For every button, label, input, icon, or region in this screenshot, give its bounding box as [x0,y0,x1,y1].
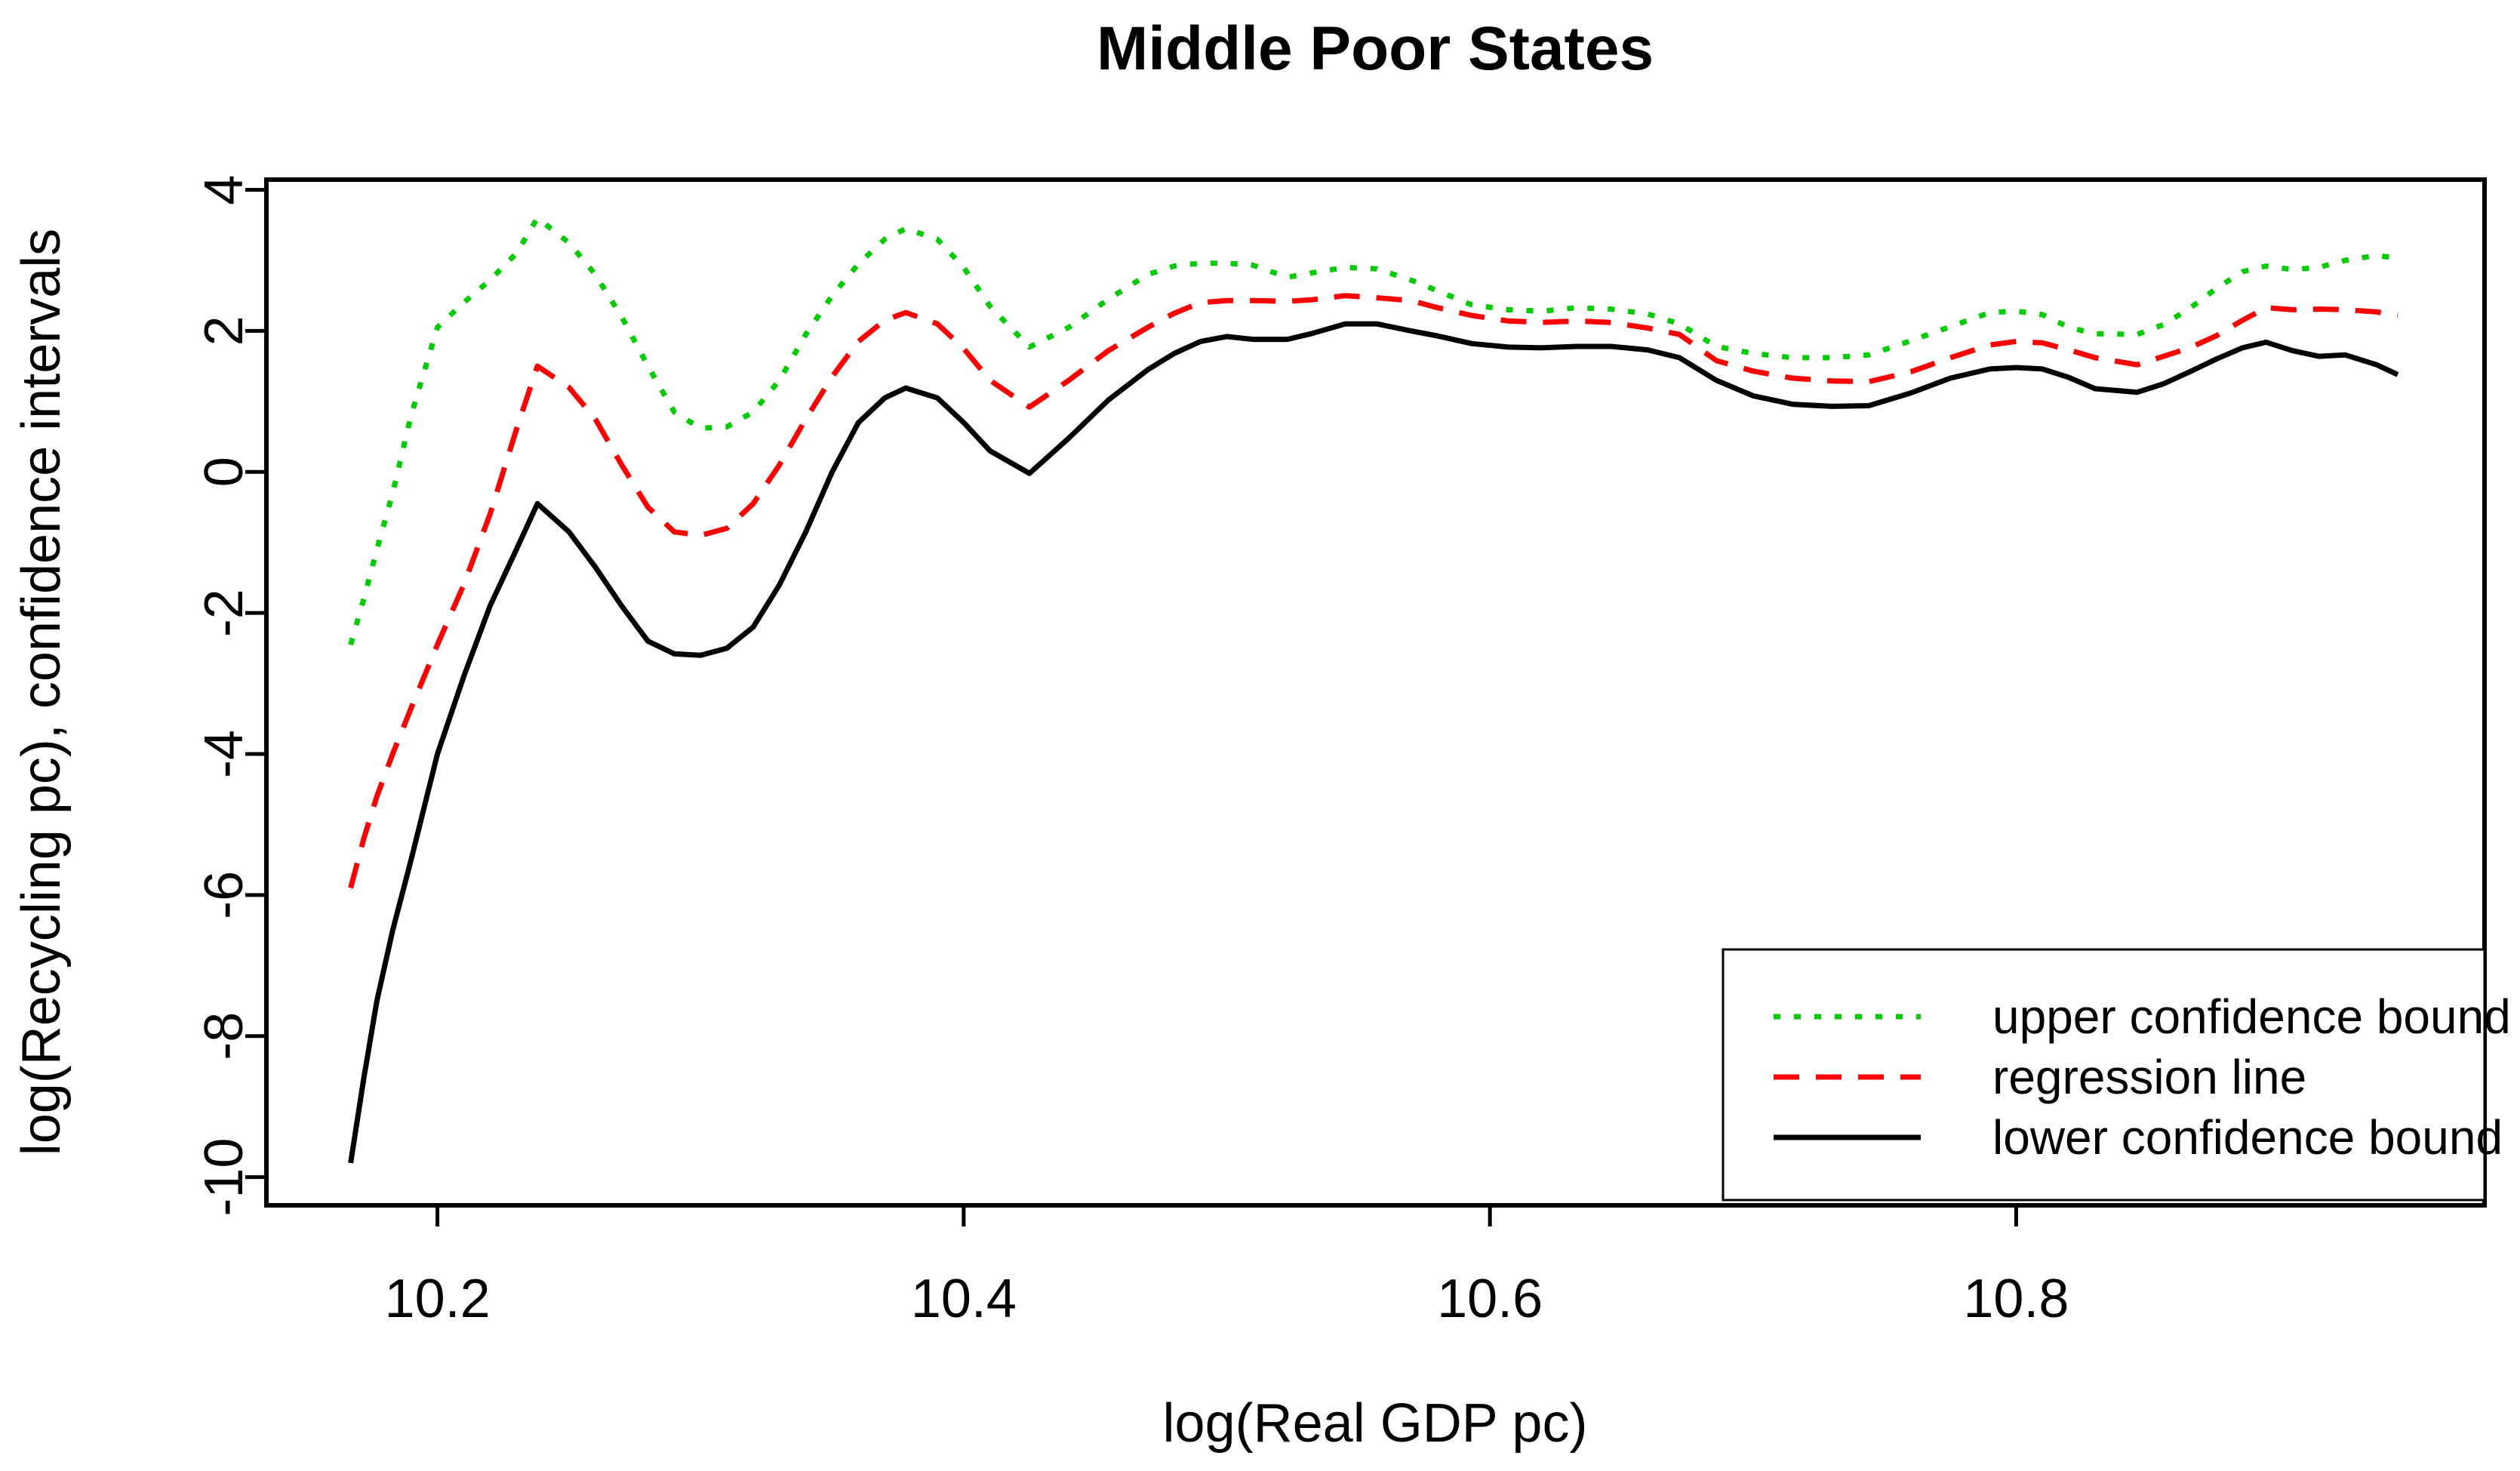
y-axis-label: log(Recycling pc), confidence intervals [11,228,72,1156]
chart-title: Middle Poor States [1096,14,1654,83]
series-upper-confidence-bound [348,215,2398,646]
x-axis: 10.2 10.4 10.6 10.8 [385,1205,2069,1329]
y-tick-label: 4 [194,175,254,205]
y-tick-label: -4 [194,730,254,778]
legend: upper confidence bound regression line low… [1722,948,2511,1202]
x-axis-label: log(Real GDP pc) [1162,1393,1588,1454]
x-tick-label: 10.8 [1963,1269,2069,1329]
legend-label: upper confidence bound [1992,989,2511,1044]
x-tick-label: 10.6 [1437,1269,1543,1329]
y-tick-label: -2 [194,589,254,637]
x-tick-label: 10.2 [385,1269,491,1329]
y-tick-label: -8 [194,1012,254,1060]
y-axis: 4 2 0 -2 -4 -6 -8 -10 [194,175,266,1217]
x-tick-label: 10.4 [911,1269,1017,1329]
legend-label: lower confidence bound [1992,1110,2503,1165]
y-tick-label: -10 [194,1138,254,1217]
plot-border [264,177,2487,1208]
series-lower-confidence-bound [348,321,2399,1164]
y-tick-label: -6 [194,871,254,919]
y-tick-label: 2 [194,315,254,346]
legend-label: regression line [1992,1050,2306,1104]
series-regression-line [348,293,2398,889]
legend-box [1722,948,2486,1202]
y-tick-label: 0 [194,457,254,487]
